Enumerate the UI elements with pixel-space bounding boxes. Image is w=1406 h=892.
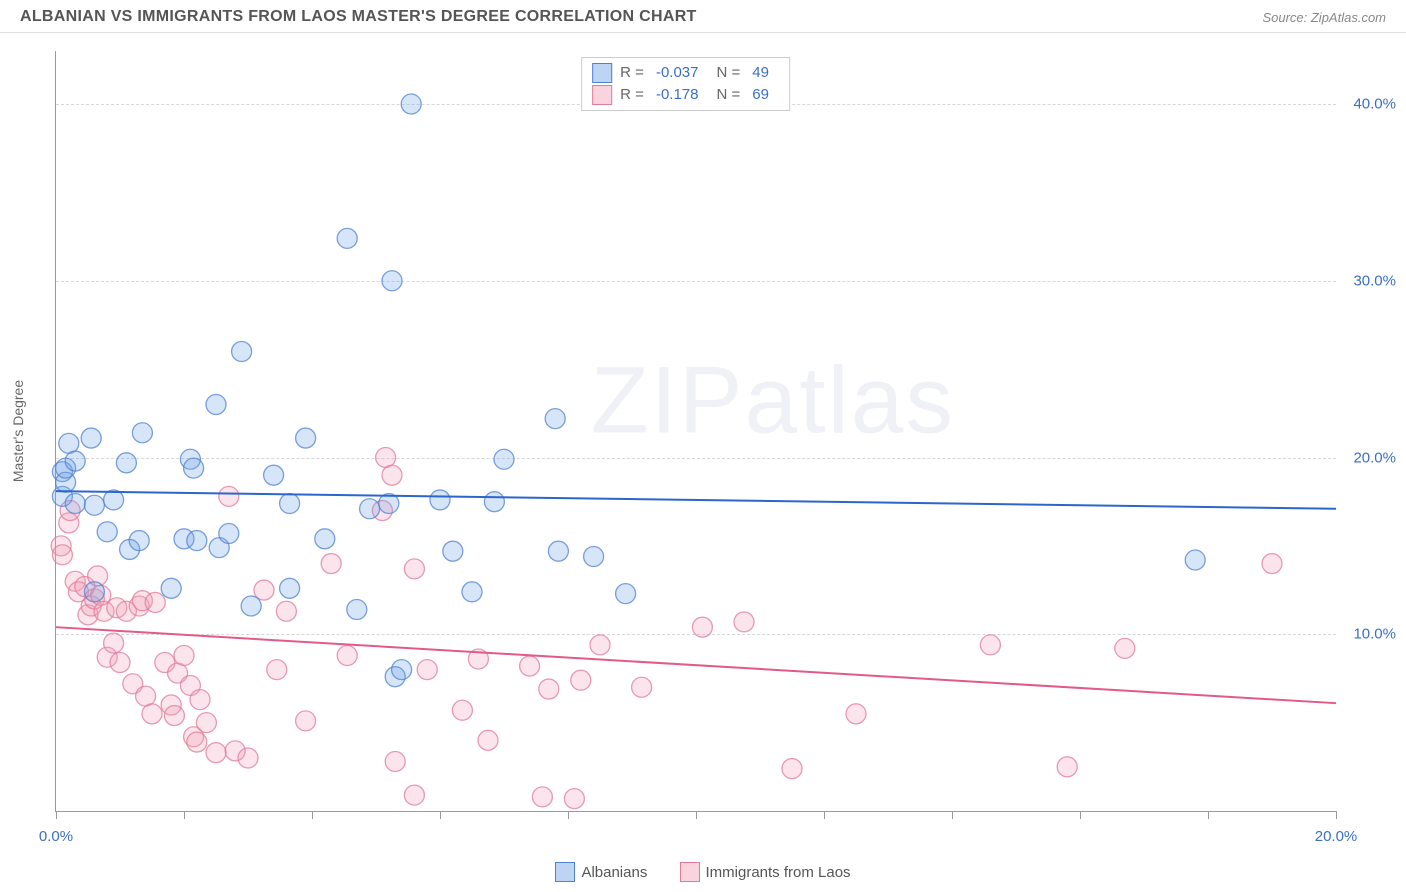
- swatch-albanians: [592, 63, 612, 83]
- legend-correlation: R = -0.037 N = 49 R = -0.178 N = 69: [581, 57, 790, 111]
- y-tick-label: 40.0%: [1353, 96, 1396, 113]
- stat-label: N =: [716, 62, 740, 84]
- legend-item: Albanians: [555, 862, 647, 882]
- source-attribution: Source: ZipAtlas.com: [1262, 10, 1386, 25]
- y-tick-label: 30.0%: [1353, 272, 1396, 289]
- scatter-plot: [56, 51, 1336, 811]
- stat-n-laos: 69: [752, 84, 769, 106]
- x-tick-label: 0.0%: [39, 828, 73, 845]
- page-title: ALBANIAN VS IMMIGRANTS FROM LAOS MASTER'…: [20, 8, 697, 26]
- legend-item: Immigrants from Laos: [680, 862, 851, 882]
- x-tick-label: 20.0%: [1315, 828, 1358, 845]
- legend-label-laos: Immigrants from Laos: [706, 864, 851, 881]
- swatch-laos: [592, 85, 612, 105]
- y-tick-label: 10.0%: [1353, 626, 1396, 643]
- legend-label-albanians: Albanians: [581, 864, 647, 881]
- stat-label: R =: [620, 84, 644, 106]
- legend-series: Albanians Immigrants from Laos: [0, 862, 1406, 886]
- swatch-laos: [680, 862, 700, 882]
- stat-n-albanians: 49: [752, 62, 769, 84]
- chart-area: Master's Degree ZIPatlas R = -0.037 N = …: [55, 51, 1336, 812]
- stat-r-albanians: -0.037: [656, 62, 699, 84]
- y-tick-label: 20.0%: [1353, 449, 1396, 466]
- stat-label: R =: [620, 62, 644, 84]
- legend-row: R = -0.178 N = 69: [592, 84, 779, 106]
- legend-row: R = -0.037 N = 49: [592, 62, 779, 84]
- stat-label: N =: [716, 84, 740, 106]
- header: ALBANIAN VS IMMIGRANTS FROM LAOS MASTER'…: [0, 0, 1406, 33]
- y-axis-label: Master's Degree: [10, 380, 26, 482]
- swatch-albanians: [555, 862, 575, 882]
- stat-r-laos: -0.178: [656, 84, 699, 106]
